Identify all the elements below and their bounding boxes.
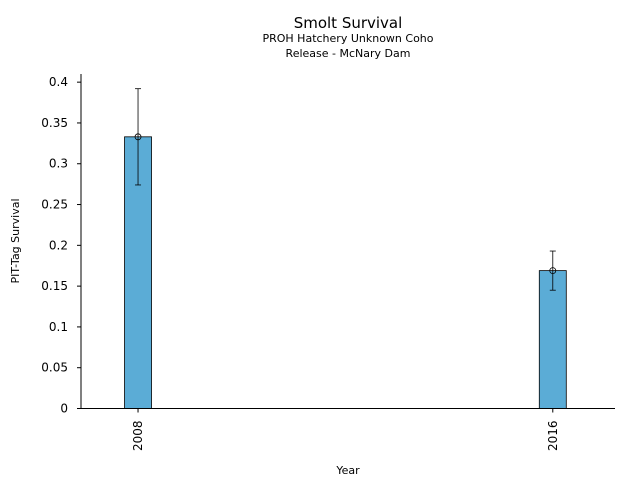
y-tick-label: 0.05 xyxy=(41,361,68,375)
y-tick-label: 0.15 xyxy=(41,279,68,293)
value-marker xyxy=(134,133,142,141)
bar xyxy=(538,270,567,409)
y-tick-label: 0.35 xyxy=(41,116,68,130)
y-tick-label: 0.3 xyxy=(49,157,68,171)
y-axis-label: PIT-Tag Survival xyxy=(9,198,22,283)
y-tick-label: 0 xyxy=(60,402,68,416)
chart-title: Smolt Survival xyxy=(294,14,403,32)
plot-area: 0 0.05 0.1 0.15 0.2 0.25 0.3 0.35 0.4 2008 2016 xyxy=(41,75,567,452)
chart-subtitle-line-2: Release - McNary Dam xyxy=(286,47,411,60)
y-tick-label: 0.4 xyxy=(49,75,68,89)
value-marker xyxy=(549,267,557,275)
x-tick-label: 2016 xyxy=(546,421,560,452)
x-tick-label: 2008 xyxy=(131,421,145,452)
y-tick-label: 0.25 xyxy=(41,198,68,212)
chart-subtitle-line-1: PROH Hatchery Unknown Coho xyxy=(262,32,433,45)
y-tick-label: 0.2 xyxy=(49,238,68,252)
x-axis-label: Year xyxy=(335,464,360,477)
y-tick-label: 0.1 xyxy=(49,320,68,334)
